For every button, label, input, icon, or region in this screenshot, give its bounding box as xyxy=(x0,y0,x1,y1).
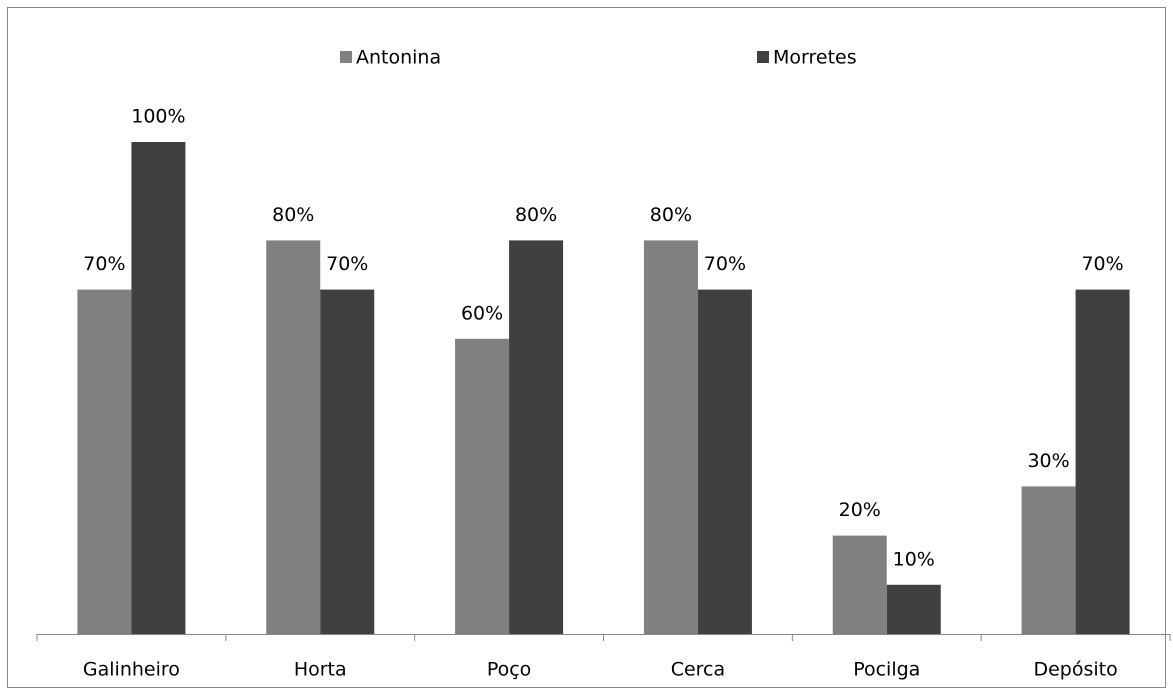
data-label: 80% xyxy=(650,204,692,226)
bar xyxy=(1021,486,1076,634)
chart-frame xyxy=(7,7,1166,688)
legend-label: Antonina xyxy=(356,47,441,69)
data-label: 70% xyxy=(704,253,746,275)
bar xyxy=(320,289,375,634)
data-label: 20% xyxy=(839,499,881,521)
data-label: 70% xyxy=(326,253,368,275)
x-tick-label: Poço xyxy=(487,659,531,681)
bar xyxy=(1075,289,1130,634)
data-label: 70% xyxy=(83,253,125,275)
bar xyxy=(77,289,132,634)
x-tick-label: Galinheiro xyxy=(83,659,180,681)
data-label: 70% xyxy=(1081,253,1123,275)
x-tick-label: Pocilga xyxy=(853,659,920,681)
bar xyxy=(886,584,941,634)
bar xyxy=(643,240,698,634)
data-label: 60% xyxy=(461,302,503,324)
data-label: 10% xyxy=(893,548,935,570)
x-tick-label: Cerca xyxy=(671,659,725,681)
bar xyxy=(697,289,752,634)
bar xyxy=(131,142,186,634)
legend-label: Morretes xyxy=(773,47,857,69)
bar xyxy=(832,535,887,634)
data-label: 30% xyxy=(1027,450,1069,472)
legend-swatch xyxy=(757,51,769,63)
bar xyxy=(509,240,564,634)
bar xyxy=(455,338,510,634)
data-label: 80% xyxy=(515,204,557,226)
data-label: 80% xyxy=(272,204,314,226)
bar xyxy=(266,240,321,634)
x-tick-label: Depósito xyxy=(1033,659,1117,681)
x-tick-label: Horta xyxy=(294,659,347,681)
legend-swatch xyxy=(340,51,352,63)
data-label: 100% xyxy=(131,106,185,128)
